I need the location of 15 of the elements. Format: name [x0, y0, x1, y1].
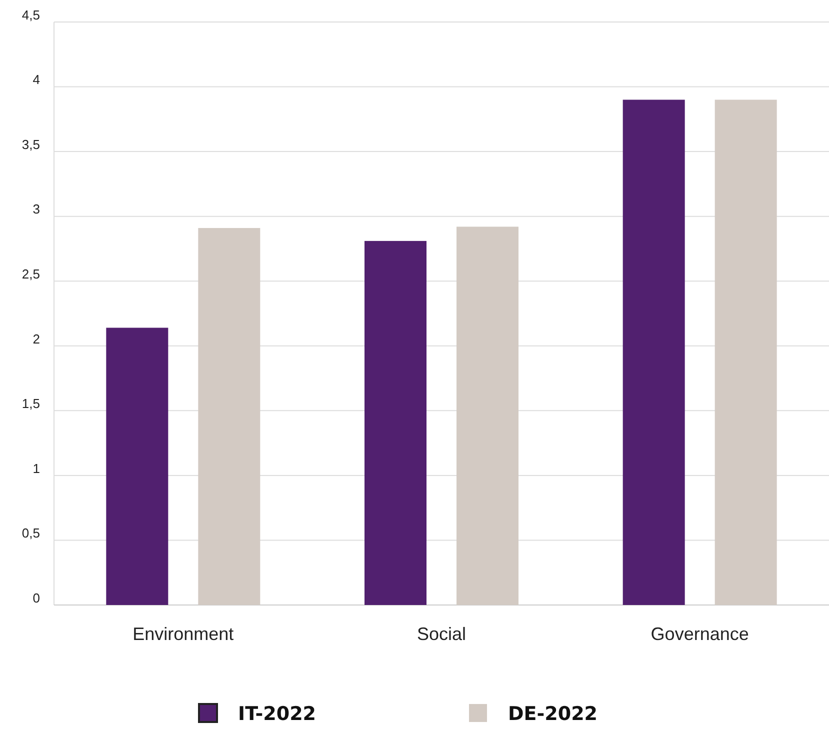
y-tick-label: 1	[32, 460, 40, 476]
y-tick-label: 4,5	[22, 7, 40, 22]
x-tick-label: Social	[416, 624, 466, 644]
y-tick-label: 0	[32, 590, 40, 606]
legend-label: DE-2022	[508, 703, 598, 725]
y-tick-label: 0,5	[22, 526, 40, 541]
y-tick-label: 4	[32, 72, 40, 88]
legend-label: IT-2022	[238, 703, 316, 725]
y-tick-label: 3,5	[22, 136, 40, 152]
y-tick-label: 2,5	[22, 266, 40, 282]
y-tick-label: 2	[32, 331, 40, 346]
y-tick-label: 3	[32, 202, 40, 217]
y-tick-label: 1,5	[22, 396, 40, 412]
x-tick-label: Environment	[132, 624, 234, 644]
x-tick-label: Governance	[650, 624, 749, 644]
